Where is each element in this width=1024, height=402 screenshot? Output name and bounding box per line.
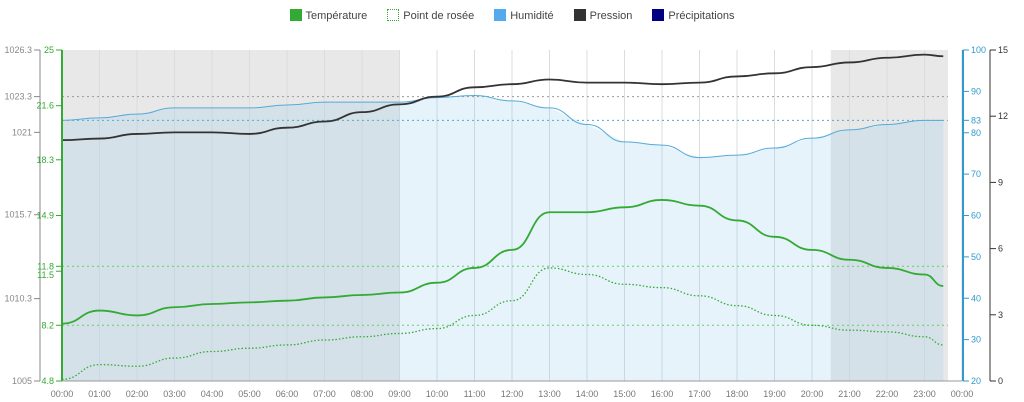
- x-tick-label: 07:00: [313, 389, 336, 399]
- x-tick-label: 04:00: [201, 389, 224, 399]
- legend-item[interactable]: Précipitations: [652, 9, 734, 22]
- legend-label: Pression: [589, 10, 633, 22]
- humidity-axis-tick-label: 50: [971, 252, 981, 262]
- x-tick-label: 09:00: [388, 389, 411, 399]
- temperature-axis-tick-label: 11.5: [37, 270, 54, 280]
- series-line-1: [61, 267, 944, 381]
- series-line-0: [61, 199, 944, 325]
- humidity-area: [62, 95, 944, 381]
- x-tick-label: 11:00: [464, 389, 486, 399]
- humidity-axis-tick-label: 60: [971, 211, 981, 221]
- x-tick-label: 08:00: [351, 389, 374, 399]
- x-tick-label: 00:00: [951, 389, 974, 399]
- x-tick-label: 17:00: [688, 389, 711, 399]
- x-tick-label: 06:00: [276, 389, 299, 399]
- x-tick-label: 00:00: [51, 389, 74, 399]
- x-tick-label: 18:00: [726, 389, 749, 399]
- precipitation-axis-tick-label: 3: [998, 310, 1003, 320]
- legend-label: Température: [305, 10, 368, 22]
- humidity-axis-tick-label: 20: [971, 376, 981, 386]
- pressure-axis-tick-label: 1023.3: [4, 92, 32, 102]
- x-tick-label: 12:00: [501, 389, 524, 399]
- x-tick-label: 16:00: [651, 389, 674, 399]
- pressure-axis-tick-label: 1015.7: [4, 210, 32, 220]
- legend-swatch: [573, 9, 586, 21]
- legend-swatch: [494, 9, 507, 21]
- legend-item[interactable]: Pression: [573, 9, 633, 22]
- legend-swatch: [387, 9, 400, 21]
- x-tick-label: 03:00: [163, 389, 186, 399]
- x-tick-label: 02:00: [126, 389, 149, 399]
- x-tick-label: 23:00: [913, 389, 936, 399]
- humidity-axis-tick-label: 70: [971, 169, 981, 179]
- x-tick-label: 01:00: [88, 389, 111, 399]
- x-tick-label: 20:00: [801, 389, 824, 399]
- precipitation-axis-tick-label: 6: [998, 244, 1003, 254]
- pressure-axis-tick-label: 1026.3: [4, 45, 32, 55]
- pressure-axis-tick-label: 1010.3: [4, 294, 32, 304]
- x-tick-label: 22:00: [876, 389, 899, 399]
- legend-label: Précipitations: [668, 10, 735, 22]
- x-tick-label: 13:00: [538, 389, 561, 399]
- series-line-2: [61, 95, 944, 159]
- legend-swatch: [652, 9, 665, 21]
- temperature-axis-tick-label: 4.8: [41, 376, 54, 386]
- humidity-axis-tick-label: 80: [971, 128, 981, 138]
- temperature-axis-tick-label: 18.3: [36, 155, 54, 165]
- humidity-axis-tick-label: 90: [971, 86, 981, 96]
- night-band: [62, 50, 400, 381]
- precipitation-axis-tick-label: 12: [998, 111, 1008, 121]
- precipitation-axis-tick-label: 0: [998, 376, 1003, 386]
- pressure-axis-tick-label: 1005: [12, 376, 32, 386]
- pressure-axis-tick-label: 1021: [12, 127, 32, 137]
- legend-item[interactable]: Humidité: [494, 9, 554, 22]
- temperature-axis-tick-label: 8.2: [41, 320, 54, 330]
- x-tick-label: 10:00: [426, 389, 449, 399]
- legend-label: Point de rosée: [403, 10, 475, 22]
- x-tick-label: 21:00: [838, 389, 861, 399]
- humidity-axis-tick-label: 83: [971, 115, 981, 125]
- precipitation-axis-tick-label: 9: [998, 177, 1003, 187]
- temperature-axis-tick-label: 11.8: [37, 261, 54, 271]
- humidity-axis-tick-label: 40: [971, 293, 981, 303]
- temperature-axis-tick-label: 14.9: [36, 211, 54, 221]
- legend-item[interactable]: Température: [289, 9, 368, 22]
- legend-item[interactable]: Point de rosée: [387, 9, 474, 22]
- legend-label: Humidité: [510, 10, 554, 22]
- x-tick-label: 19:00: [763, 389, 786, 399]
- precipitation-axis-tick-label: 15: [998, 45, 1008, 55]
- legend: Température Point de rosée Humidité Pressio…: [0, 9, 1024, 22]
- temperature-axis-tick-label: 21.6: [36, 101, 54, 111]
- humidity-axis-tick-label: 100: [971, 45, 986, 55]
- x-tick-label: 05:00: [238, 389, 261, 399]
- night-band: [830, 50, 948, 381]
- legend-swatch: [289, 9, 302, 21]
- series-line-3: [61, 53, 944, 142]
- x-tick-label: 15:00: [613, 389, 636, 399]
- x-tick-label: 14:00: [576, 389, 599, 399]
- temperature-axis-tick-label: 25: [44, 45, 54, 55]
- humidity-axis-tick-label: 30: [971, 335, 981, 345]
